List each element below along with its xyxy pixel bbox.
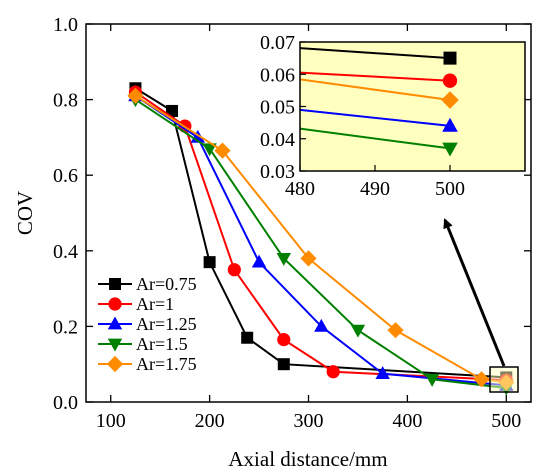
- data-point: [251, 254, 267, 268]
- legend-label: Ar=1.25: [136, 314, 197, 334]
- data-point: [326, 365, 340, 379]
- series-line: [134, 98, 507, 390]
- inset-data-point: [443, 51, 457, 65]
- inset-axis-ticks: 480 490 500 0.03 0.04 0.05 0.06 0.07: [260, 32, 465, 200]
- y-tick-label: 0.0: [53, 392, 78, 414]
- inset-background: [300, 42, 525, 171]
- x-tick-label: 400: [392, 410, 422, 432]
- legend-marker: [106, 355, 124, 373]
- data-point: [424, 373, 440, 387]
- x-tick-label: 500: [491, 410, 521, 432]
- legend-marker: [109, 278, 121, 290]
- legend-label: Ar=1.75: [136, 354, 197, 374]
- inset-series-line: [300, 47, 451, 60]
- y-tick-label: 0.8: [53, 90, 78, 112]
- data-point: [127, 87, 144, 104]
- inset-series-line: [300, 108, 451, 127]
- x-tick-label: 200: [195, 410, 225, 432]
- legend-marker: [107, 316, 123, 330]
- data-point: [350, 324, 366, 338]
- inset-series-group: [300, 47, 459, 157]
- x-tick-label: 300: [294, 410, 324, 432]
- inset-y-tick-label: 0.07: [260, 32, 295, 54]
- zoom-arrow: [443, 218, 506, 367]
- y-tick-label: 1.0: [53, 14, 78, 36]
- y-tick-label: 0.2: [53, 316, 78, 338]
- data-point: [202, 143, 217, 157]
- main-axis-ticks: 100 200 300 400 500 0.0 0.2 0.4 0.6 0.8 1.0: [53, 14, 531, 432]
- data-point: [227, 263, 241, 277]
- inset-x-tick-label: 500: [435, 178, 465, 200]
- zoom-highlight-box: [489, 366, 519, 393]
- inset-y-tick-label: 0.03: [260, 161, 295, 183]
- data-point: [375, 366, 390, 380]
- inset-y-tick-label: 0.05: [260, 97, 295, 119]
- inset-data-point: [442, 142, 458, 157]
- inset-data-point: [442, 117, 458, 132]
- data-point: [300, 250, 317, 267]
- legend-label: Ar=1: [136, 294, 174, 314]
- inset-x-tick-label: 480: [285, 178, 315, 200]
- data-point: [276, 252, 291, 266]
- x-axis-label: Axial distance/mm: [228, 447, 387, 471]
- inset-data-point: [442, 73, 458, 88]
- inset-series-line: [300, 78, 451, 102]
- inset-series-line: [300, 71, 451, 82]
- y-tick-label: 0.6: [53, 165, 78, 187]
- legend-marker: [108, 297, 122, 311]
- data-point: [314, 318, 329, 332]
- data-point: [277, 333, 291, 347]
- data-point: [473, 371, 490, 388]
- legend-marker: [107, 338, 123, 352]
- y-axis-label: COV: [13, 191, 37, 235]
- y-tick-label: 0.4: [53, 241, 78, 263]
- data-point: [214, 142, 231, 159]
- x-tick-label: 100: [96, 410, 126, 432]
- inset-y-tick-label: 0.04: [260, 129, 295, 151]
- legend-label: Ar=0.75: [136, 274, 197, 294]
- inset-series-line: [300, 127, 451, 150]
- series-line: [134, 94, 507, 387]
- series-line: [134, 87, 507, 379]
- inset-y-tick-label: 0.06: [260, 64, 295, 86]
- series-line: [134, 91, 507, 382]
- inset-data-point: [441, 91, 459, 109]
- data-point: [241, 331, 254, 344]
- legend-label: Ar=1.5: [136, 334, 188, 354]
- data-point: [387, 322, 404, 339]
- data-point: [203, 256, 216, 269]
- data-point: [277, 358, 290, 371]
- inset-x-tick-label: 490: [360, 178, 390, 200]
